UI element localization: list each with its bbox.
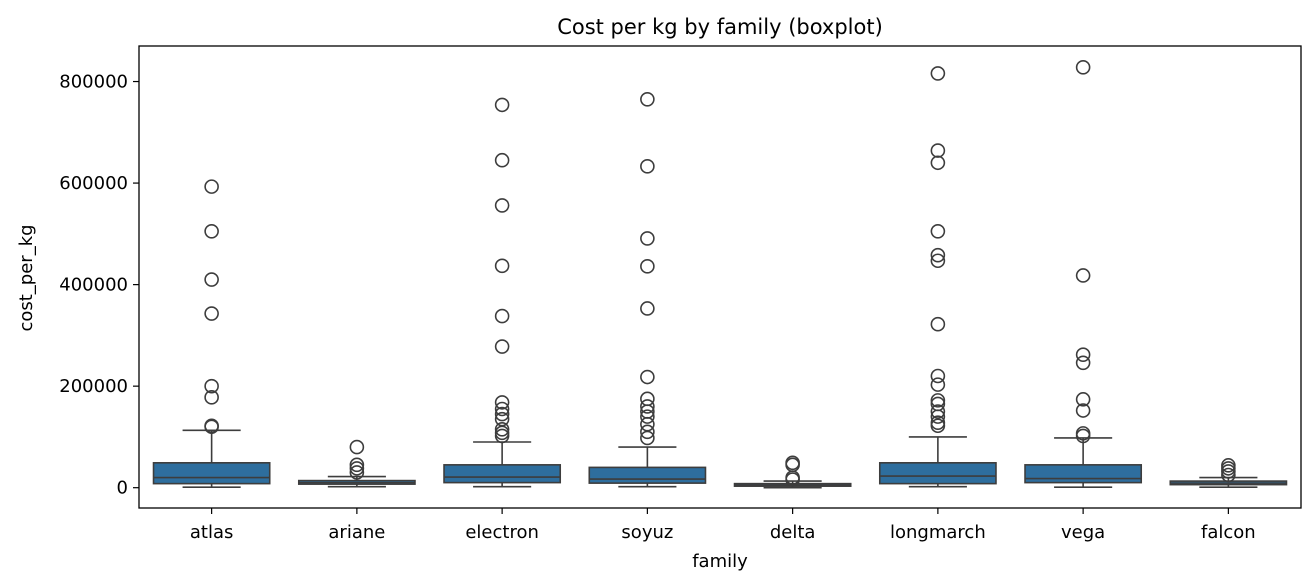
outlier-point xyxy=(349,439,365,455)
x-tick-label: ariane xyxy=(328,522,385,543)
outlier-point xyxy=(494,308,510,324)
outlier-point xyxy=(640,159,655,174)
outlier-point xyxy=(930,377,946,392)
outlier-point xyxy=(930,143,946,158)
x-axis-label: family xyxy=(692,551,748,572)
outlier-point xyxy=(494,198,510,213)
outlier-point xyxy=(349,465,365,480)
box-iqr xyxy=(588,466,707,484)
outlier-point xyxy=(204,224,219,239)
box-group-delta xyxy=(733,455,852,489)
y-axis-label: cost_per_kg xyxy=(16,224,37,331)
outlier-point xyxy=(204,272,219,287)
outlier-point xyxy=(1075,347,1091,362)
outlier-point xyxy=(930,368,946,384)
y-tick-label: 0 xyxy=(117,478,128,499)
outlier-point xyxy=(204,418,219,434)
y-tick-label: 600000 xyxy=(59,173,128,194)
outlier-point xyxy=(785,455,800,471)
x-tick-label: vega xyxy=(1061,522,1105,543)
outlier-point xyxy=(640,391,655,407)
outlier-point xyxy=(494,422,510,437)
outlier-point xyxy=(930,66,946,81)
outlier-point xyxy=(640,92,655,107)
x-tick-label: longmarch xyxy=(890,522,986,543)
outlier-point xyxy=(1075,355,1091,371)
outlier-point xyxy=(349,457,365,473)
box-iqr xyxy=(878,462,997,485)
outlier-point xyxy=(1075,403,1091,418)
outlier-point xyxy=(494,258,510,274)
outlier-point xyxy=(494,395,510,410)
x-tick-label: atlas xyxy=(190,522,234,543)
box-group-vega xyxy=(1024,60,1143,488)
plot-frame xyxy=(138,45,1302,509)
outlier-point xyxy=(1221,467,1236,483)
outlier-point xyxy=(930,224,946,239)
outlier-point xyxy=(640,369,655,385)
x-tick-label: electron xyxy=(465,522,539,543)
outlier-point xyxy=(1075,392,1091,407)
outlier-point xyxy=(640,231,655,246)
outlier-point xyxy=(930,253,946,269)
y-tick-label: 800000 xyxy=(59,72,128,93)
outlier-point xyxy=(640,301,655,316)
outlier-point xyxy=(640,409,655,424)
box-group-falcon xyxy=(1169,458,1288,488)
outlier-point xyxy=(204,390,219,405)
outlier-point xyxy=(494,406,510,422)
outlier-point xyxy=(494,152,510,168)
outlier-point xyxy=(1075,426,1091,441)
outlier-point xyxy=(930,316,946,332)
outlier-point xyxy=(930,415,946,431)
outlier-point xyxy=(640,424,655,440)
x-tick-label: delta xyxy=(770,522,816,543)
box-group-atlas xyxy=(152,179,271,488)
x-tick-label: soyuz xyxy=(621,522,673,543)
outlier-point xyxy=(494,97,510,113)
outlier-point xyxy=(204,306,219,321)
y-tick-label: 200000 xyxy=(59,376,128,397)
outlier-point xyxy=(930,404,946,419)
outlier-point xyxy=(930,396,946,412)
outlier-point xyxy=(494,411,510,427)
box-group-ariane xyxy=(297,439,416,488)
box-group-electron xyxy=(443,97,562,488)
outlier-point xyxy=(930,155,946,171)
box-group-longmarch xyxy=(878,66,997,488)
plot-area xyxy=(152,60,1288,489)
outlier-point xyxy=(204,378,219,394)
outlier-point xyxy=(1075,268,1091,283)
box-iqr xyxy=(443,464,562,484)
x-tick-label: falcon xyxy=(1201,522,1256,543)
outlier-point xyxy=(930,247,946,263)
chart-title: Cost per kg by family (boxplot) xyxy=(557,15,883,39)
outlier-point xyxy=(204,179,219,194)
outlier-point xyxy=(1075,60,1091,75)
box-iqr xyxy=(152,462,271,485)
outlier-point xyxy=(349,461,365,476)
box-group-soyuz xyxy=(588,92,707,488)
y-tick-label: 400000 xyxy=(59,275,128,296)
axes: atlas ariane electron soyuz delta longmarch ve… xyxy=(59,45,1302,543)
outlier-point xyxy=(494,401,510,417)
outlier-point xyxy=(1221,458,1236,473)
outlier-point xyxy=(640,259,655,274)
outlier-point xyxy=(640,399,655,414)
outlier-point xyxy=(494,339,510,354)
outlier-point xyxy=(930,393,946,408)
box-iqr xyxy=(1024,464,1143,484)
outlier-point xyxy=(640,416,655,432)
